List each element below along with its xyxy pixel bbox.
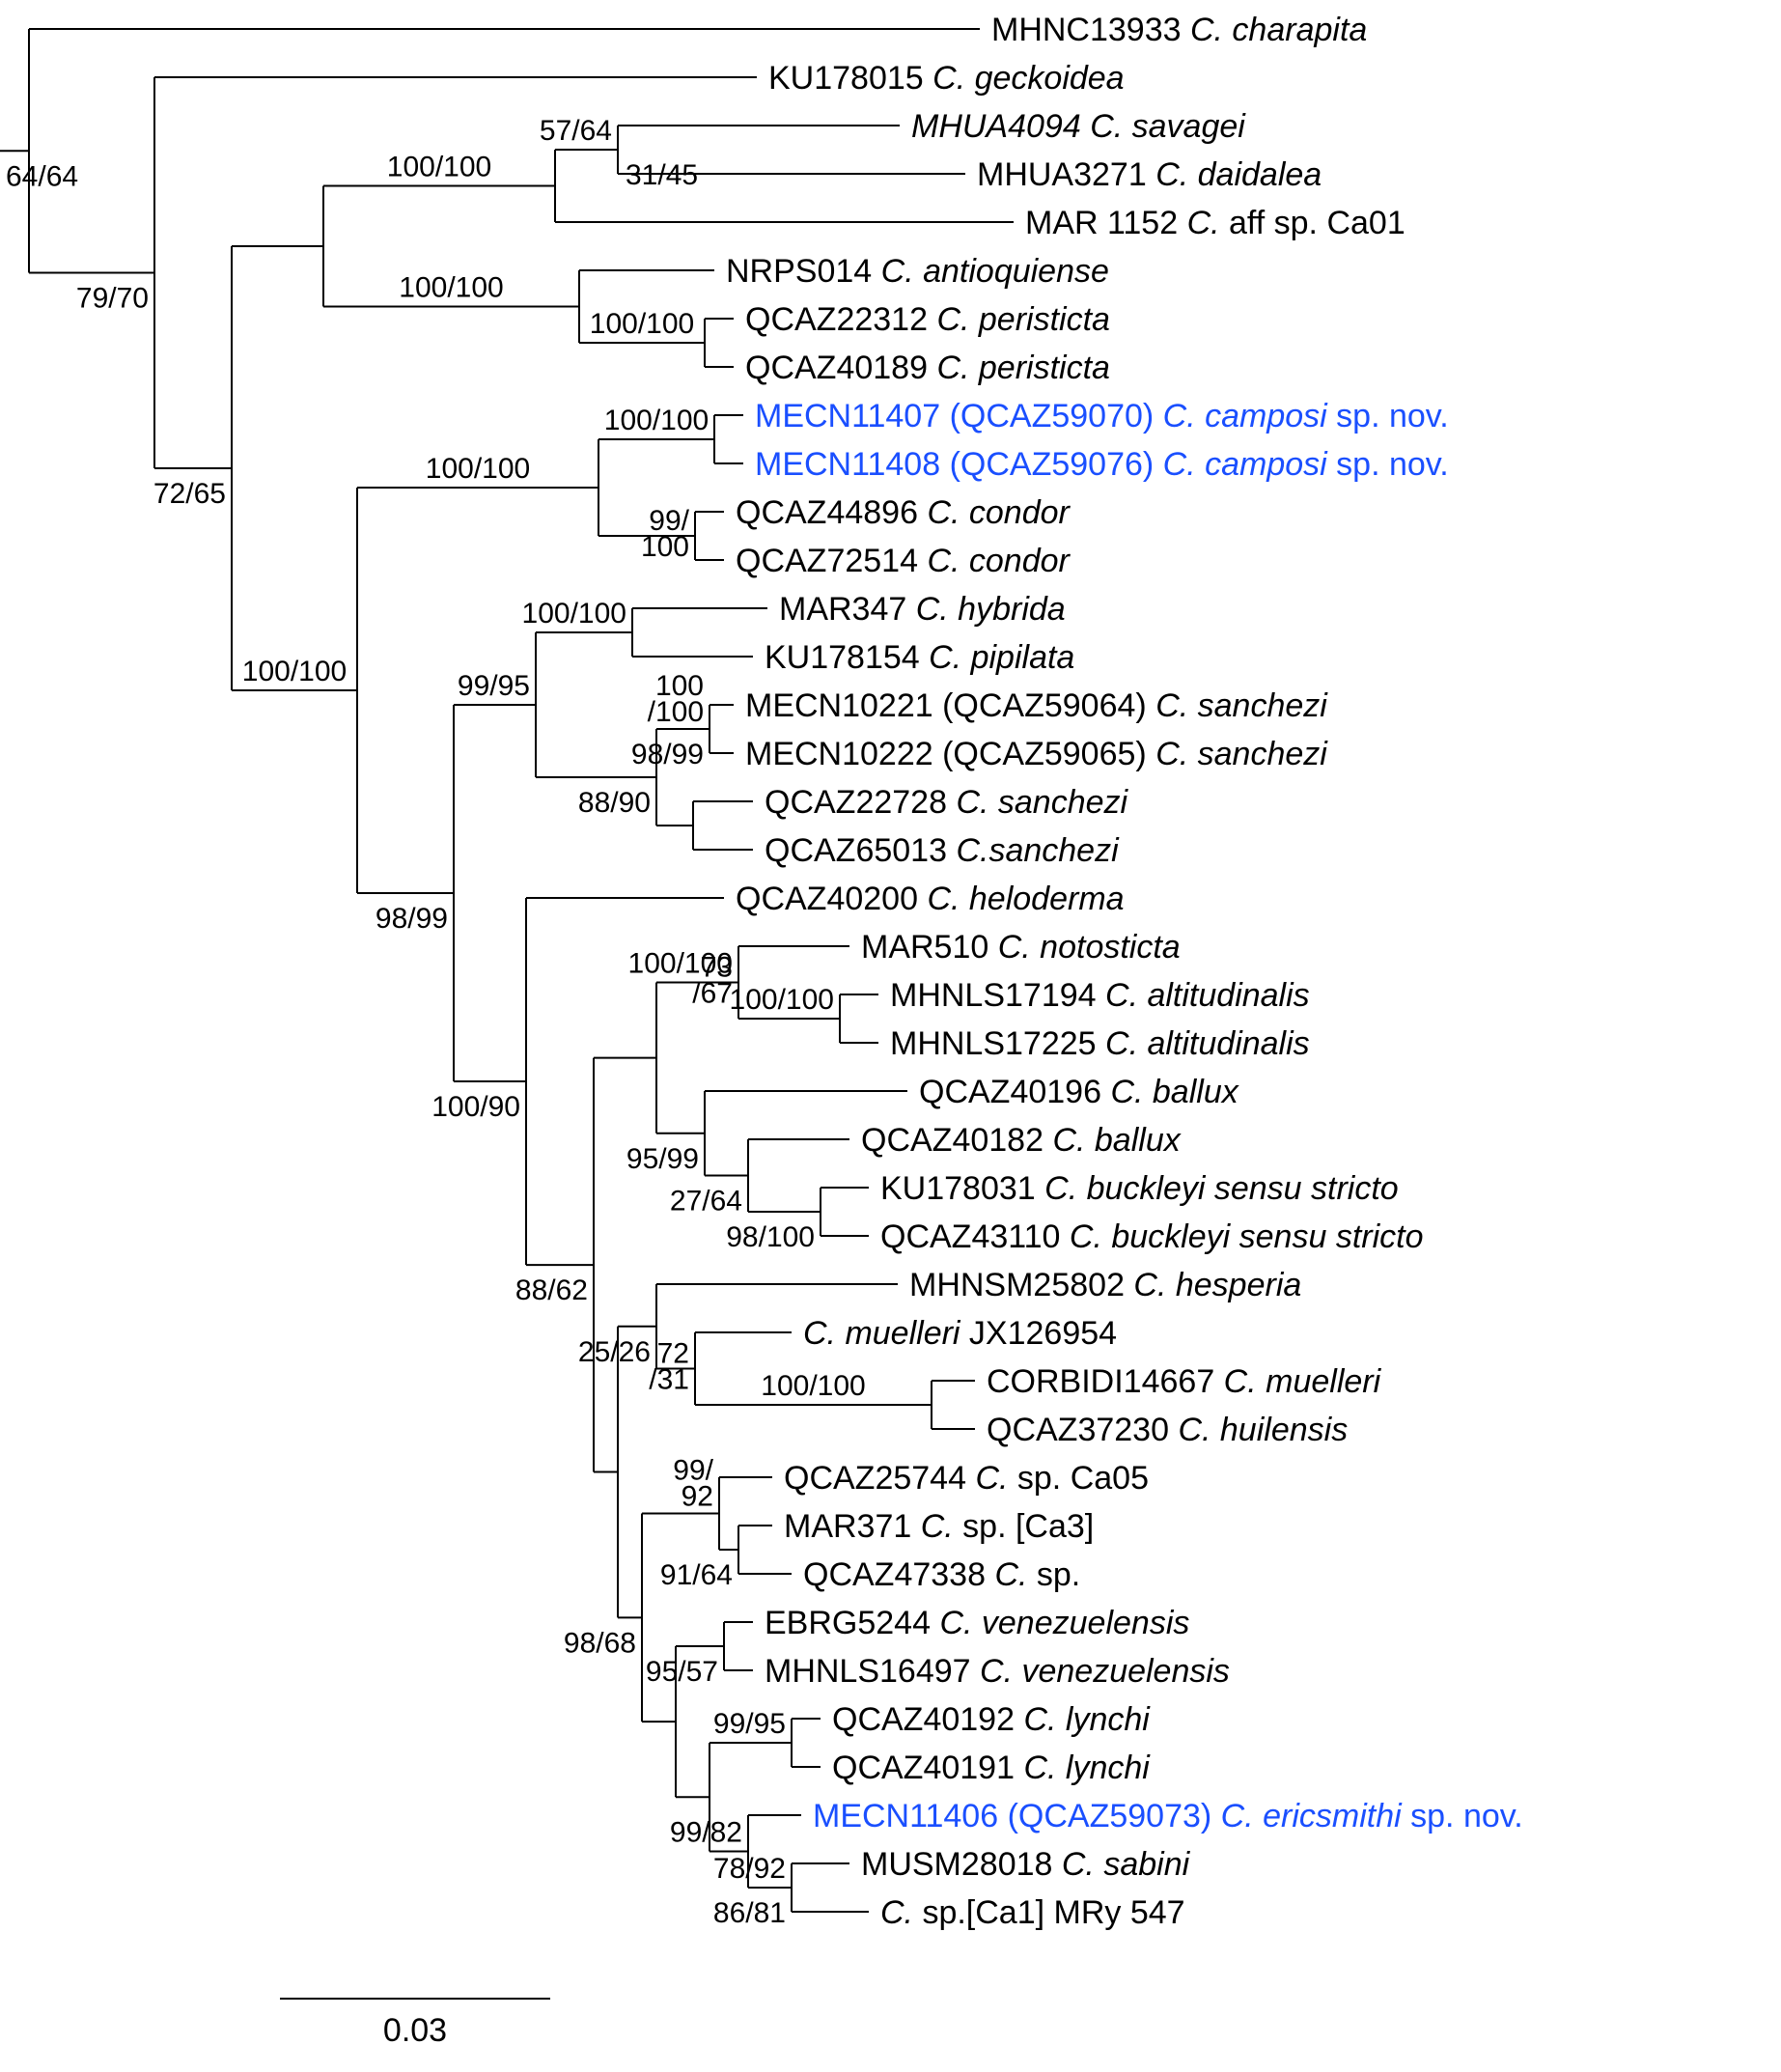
support-label: 95/99: [626, 1143, 699, 1175]
support-label: 31/45: [626, 159, 698, 191]
support-label: /100: [648, 696, 704, 728]
tip-label: MECN10221 (QCAZ59064) C. sanchezi: [745, 687, 1328, 724]
support-label: 100/100: [590, 308, 694, 340]
support-label: 72/65: [153, 478, 226, 510]
tip-label: QCAZ40189 C. peristicta: [745, 350, 1110, 386]
support-label: 100: [641, 531, 689, 563]
tip-label: MHUA4094 C. savagei: [911, 108, 1246, 145]
support-label: 91/64: [660, 1559, 733, 1591]
support-label: 57/64: [540, 115, 612, 147]
tip-label: MHNC13933 C. charapita: [991, 12, 1367, 48]
tip-label: MECN11407 (QCAZ59070) C. camposi sp. nov…: [755, 398, 1449, 434]
tip-label: MAR510 C. notosticta: [861, 929, 1181, 966]
support-label: 99/95: [713, 1708, 786, 1740]
tip-label: QCAZ44896 C. condor: [736, 494, 1071, 531]
tip-label: KU178015 C. geckoidea: [768, 60, 1125, 97]
tip-label: C. muelleri JX126954: [803, 1315, 1117, 1352]
support-label: 78/92: [713, 1853, 786, 1885]
support-label: 64/64: [6, 160, 78, 192]
support-label: 100/100: [761, 1370, 865, 1402]
scale-label: 0.03: [383, 2012, 447, 2049]
tip-label: QCAZ40200 C. heloderma: [736, 881, 1125, 917]
support-label: 27/64: [670, 1186, 742, 1218]
support-label: 100/100: [387, 152, 491, 183]
tip-label: MAR371 C. sp. [Ca3]: [784, 1508, 1094, 1545]
tip-label: MECN11406 (QCAZ59073) C. ericsmithi sp. …: [813, 1798, 1523, 1834]
support-label: 100/100: [730, 984, 834, 1016]
tip-label: QCAZ22728 C. sanchezi: [765, 784, 1129, 821]
tip-label: QCAZ40182 C. ballux: [861, 1122, 1182, 1159]
support-label: 99/95: [458, 670, 530, 702]
support-label: 88/90: [578, 787, 651, 819]
node-labels: 64/64 79/70 72/65 100/100 57/64 31/45 100/100 1…: [6, 115, 866, 1929]
tip-labels: MHNC13933 C. charapita KU178015 C. geckoi…: [726, 12, 1523, 1931]
tip-label: QCAZ43110 C. buckleyi sensu stricto: [880, 1218, 1424, 1255]
support-label: /67: [692, 978, 733, 1010]
tip-label: QCAZ40192 C. lynchi: [832, 1701, 1151, 1738]
tip-label: NRPS014 C. antioquiense: [726, 253, 1109, 290]
tip-label: KU178154 C. pipilata: [765, 639, 1074, 676]
tip-label: QCAZ65013 C.sanchezi: [765, 832, 1120, 869]
support-label: 100/100: [522, 598, 626, 630]
support-label: 95/57: [646, 1656, 718, 1688]
tip-label: QCAZ25744 C. sp. Ca05: [784, 1460, 1149, 1497]
tip-label: QCAZ37230 C. huilensis: [987, 1412, 1348, 1448]
tip-label: MHUA3271 C. daidalea: [977, 156, 1322, 193]
support-label: 92: [682, 1481, 713, 1513]
tip-label: MAR347 C. hybrida: [779, 591, 1066, 628]
support-label: 99/82: [670, 1817, 742, 1849]
tip-label: MECN10222 (QCAZ59065) C. sanchezi: [745, 736, 1328, 772]
tip-label: KU178031 C. buckleyi sensu stricto: [880, 1170, 1399, 1207]
support-label: 100/90: [431, 1091, 520, 1123]
support-label: /31: [649, 1364, 689, 1396]
support-label: 98/100: [726, 1221, 815, 1253]
tip-label: MHNLS16497 C. venezuelensis: [765, 1653, 1230, 1690]
support-label: 100/100: [242, 656, 347, 687]
tip-label: MHNSM25802 C. hesperia: [909, 1267, 1301, 1303]
tip-label: MUSM28018 C. sabini: [861, 1846, 1191, 1883]
tip-label: QCAZ40196 C. ballux: [919, 1074, 1239, 1110]
tip-label: MECN11408 (QCAZ59076) C. camposi sp. nov…: [755, 446, 1449, 483]
support-label: 98/68: [564, 1627, 636, 1659]
tip-label: QCAZ72514 C. condor: [736, 543, 1071, 579]
support-label: 79/70: [76, 283, 149, 315]
support-label: 88/62: [515, 1274, 588, 1306]
support-label: 25/26: [578, 1336, 651, 1368]
support-label: 100/100: [426, 453, 530, 485]
tip-label: MHNLS17194 C. altitudinalis: [890, 977, 1310, 1014]
support-label: 100/100: [604, 405, 709, 436]
tip-label: QCAZ40191 C. lynchi: [832, 1750, 1151, 1786]
support-label: 86/81: [713, 1897, 786, 1929]
tip-label: EBRG5244 C. venezuelensis: [765, 1605, 1189, 1641]
support-label: 98/99: [631, 739, 704, 770]
tip-label: MHNLS17225 C. altitudinalis: [890, 1025, 1310, 1062]
tip-label: CORBIDI14667 C. muelleri: [987, 1363, 1382, 1400]
tip-label: QCAZ22312 C. peristicta: [745, 301, 1110, 338]
support-label: 100/100: [399, 272, 503, 304]
tip-label: C. sp.[Ca1] MRy 547: [880, 1894, 1185, 1931]
phylogenetic-tree: MHNC13933 C. charapita KU178015 C. geckoi…: [0, 0, 1781, 2072]
tip-label: MAR 1152 C. aff sp. Ca01: [1025, 205, 1405, 241]
tip-label: QCAZ47338 C. sp.: [803, 1556, 1080, 1593]
support-label: 98/99: [376, 903, 448, 935]
